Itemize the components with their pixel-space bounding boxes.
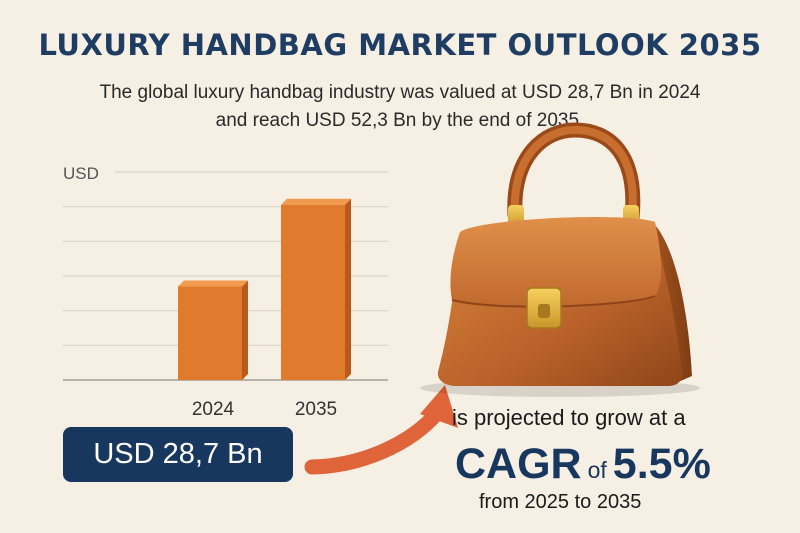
value-callout: USD 28,7 Bn xyxy=(63,427,293,482)
page-title: LUXURY HANDBAG MARKET OUTLOOK 2035 xyxy=(38,28,762,62)
cagr-value: 5.5% xyxy=(612,440,711,488)
bar-2035 xyxy=(281,198,351,380)
cagr-lead-text: is projected to grow at a xyxy=(452,405,686,430)
y-axis-label: USD xyxy=(63,164,99,183)
subtitle-line-2: and reach USD 52,3 Bn by the end of 2035… xyxy=(215,110,585,131)
bar-chart: USD 2024 2035 xyxy=(63,164,388,420)
subtitle-line-1: The global luxury handbag industry was v… xyxy=(99,82,701,103)
bar-2024 xyxy=(178,280,248,380)
x-axis-ticks: 2024 2035 xyxy=(192,399,337,420)
cagr-label: CAGR xyxy=(455,440,582,488)
cagr-line: CAGR of 5.5% xyxy=(455,440,711,489)
chart-bars xyxy=(178,198,351,380)
cagr-period: from 2025 to 2035 xyxy=(479,491,642,513)
cagr-of: of xyxy=(587,457,607,483)
x-tick-label: 2035 xyxy=(295,399,337,420)
x-tick-label: 2024 xyxy=(192,399,235,420)
